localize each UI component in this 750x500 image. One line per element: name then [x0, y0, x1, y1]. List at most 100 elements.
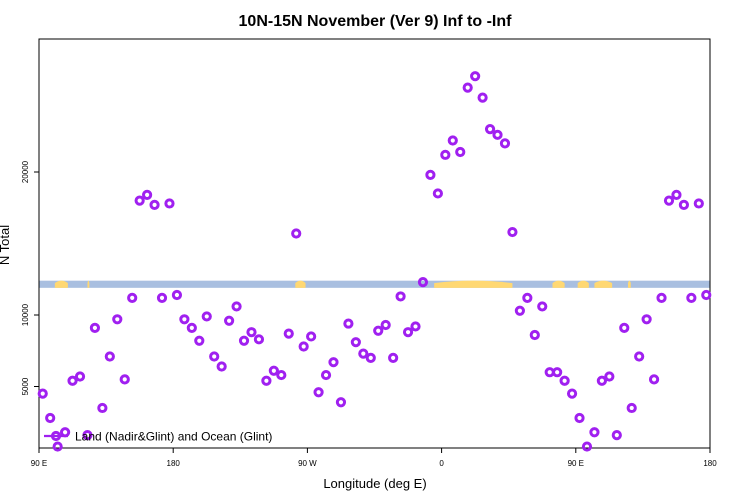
data-point [358, 348, 369, 359]
data-point [432, 188, 443, 199]
legend: Land (Nadir&Glint) and Ocean (Glint) [44, 430, 272, 444]
data-point [619, 322, 630, 333]
axes: 90 E 180 90 W 0 90 E 180 5000 10000 20000 [21, 38, 717, 468]
data-point [224, 315, 235, 326]
data-point [112, 314, 123, 325]
data-point [611, 430, 622, 441]
data-point [156, 292, 168, 303]
ocean-band [39, 280, 710, 288]
data-point [455, 146, 466, 158]
data-point [343, 318, 354, 329]
x-tick-label: 90 E [31, 459, 47, 468]
data-point [447, 135, 458, 146]
data-point [507, 226, 518, 238]
data-point [499, 138, 511, 149]
data-point [350, 337, 361, 348]
data-point [134, 195, 145, 206]
land-segment [552, 280, 565, 288]
data-point [276, 369, 287, 381]
data-point [231, 301, 242, 312]
data-point [477, 92, 488, 103]
chart-title: 10N-15N November (Ver 9) Inf to -Inf [239, 13, 513, 30]
data-point [328, 357, 339, 368]
data-point [52, 441, 63, 452]
legend-marker [50, 430, 62, 442]
data-point [462, 82, 473, 93]
data-point [119, 374, 130, 385]
data-point [440, 149, 451, 160]
data-point [104, 351, 115, 362]
data-point [634, 351, 645, 362]
plot-frame [38, 38, 711, 449]
data-point [186, 322, 197, 333]
data-points [37, 71, 712, 452]
data-point [470, 71, 481, 82]
data-point [701, 289, 712, 301]
data-point [283, 328, 294, 339]
data-point [559, 375, 570, 386]
x-tick-label: 180 [167, 459, 181, 468]
data-point [142, 189, 153, 200]
data-point [209, 351, 220, 362]
data-point [425, 169, 436, 180]
data-point [216, 361, 227, 372]
y-axis-label: N Total [0, 225, 12, 265]
data-point [313, 387, 324, 398]
data-point [581, 441, 593, 452]
data-point [663, 195, 675, 206]
data-point [194, 335, 205, 346]
data-point [537, 301, 548, 312]
data-point [164, 198, 175, 209]
land-segment [627, 280, 631, 288]
land-segment [434, 280, 513, 288]
data-point [253, 334, 265, 345]
data-point [37, 388, 48, 399]
y-tick-label: 5000 [21, 377, 30, 395]
data-point [388, 352, 399, 364]
data-point [410, 321, 421, 332]
data-point [656, 292, 667, 303]
land-segment [54, 280, 68, 288]
data-point [604, 371, 615, 382]
data-point [693, 198, 704, 209]
land-ocean-band [39, 280, 710, 288]
data-point [67, 375, 78, 386]
data-point [82, 430, 93, 441]
data-point [574, 412, 585, 424]
y-tick-label: 10000 [21, 303, 30, 326]
data-point [522, 292, 533, 303]
land-segment [577, 280, 589, 288]
data-point [335, 397, 347, 408]
x-tick-label: 90 W [298, 459, 317, 468]
data-point [89, 322, 101, 333]
x-axis-label: Longitude (deg E) [323, 476, 426, 491]
data-point [626, 402, 637, 414]
data-point [529, 329, 540, 341]
data-point [74, 371, 86, 382]
land-segment [594, 280, 613, 288]
y-tick-label: 20000 [21, 160, 30, 183]
data-point [171, 289, 183, 301]
data-point [365, 352, 376, 364]
data-point [686, 292, 697, 303]
x-tick-label: 0 [439, 459, 444, 468]
data-point [380, 319, 391, 331]
legend-label: Land (Nadir&Glint) and Ocean (Glint) [75, 430, 272, 444]
data-point [306, 331, 317, 342]
data-point [596, 375, 607, 386]
data-point [648, 374, 660, 385]
data-point [291, 228, 302, 239]
data-point [298, 341, 309, 352]
x-tick-label: 90 E [568, 459, 584, 468]
data-point [59, 427, 71, 438]
x-tick-label: 180 [703, 459, 717, 468]
data-point [514, 305, 525, 316]
data-point [678, 199, 690, 210]
land-segment [87, 280, 90, 288]
data-point [589, 427, 600, 438]
data-point [373, 325, 384, 336]
data-point [149, 199, 160, 210]
data-point [492, 129, 503, 140]
data-point [45, 412, 56, 424]
